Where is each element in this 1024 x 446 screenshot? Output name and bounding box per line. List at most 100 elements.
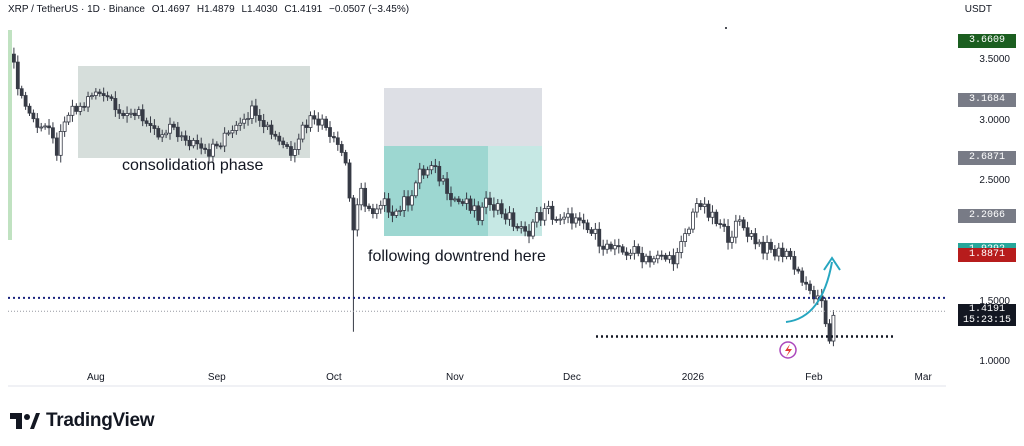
x-tick-label: 2026 bbox=[682, 372, 705, 383]
candle-body bbox=[823, 300, 828, 325]
currency-label[interactable]: USDT bbox=[964, 4, 992, 15]
candle-body bbox=[429, 165, 434, 171]
candle-body bbox=[242, 118, 247, 124]
candle-body bbox=[449, 193, 453, 201]
candle-body bbox=[191, 140, 196, 147]
candle-body bbox=[58, 131, 63, 156]
candle-body bbox=[47, 125, 51, 129]
left-volume-strip bbox=[8, 30, 12, 240]
candle-body bbox=[601, 245, 606, 250]
price-tag: 2.6871 bbox=[958, 151, 1016, 166]
candle-body bbox=[93, 91, 98, 96]
candle-body bbox=[296, 138, 301, 150]
candle-body bbox=[347, 162, 352, 199]
event-bolt-icon bbox=[785, 344, 792, 357]
candle-body bbox=[542, 208, 547, 221]
candle-body bbox=[515, 226, 520, 229]
candle-body bbox=[105, 95, 110, 98]
candle-body bbox=[441, 178, 446, 182]
candle-body bbox=[741, 219, 746, 229]
candle-body bbox=[577, 217, 582, 221]
candle-body bbox=[570, 213, 574, 224]
candle-body bbox=[788, 250, 793, 257]
low-value: L1.4030 bbox=[241, 4, 278, 15]
tradingview-logo[interactable]: TradingView bbox=[10, 410, 155, 432]
price-tag: 3.1684 bbox=[958, 93, 1016, 108]
candle-body bbox=[378, 204, 383, 210]
candle-body bbox=[54, 137, 59, 156]
candle-body bbox=[218, 145, 223, 148]
x-tick-label: Oct bbox=[326, 372, 342, 383]
consolidation-label: consolidation phase bbox=[122, 157, 264, 174]
candle-body bbox=[97, 91, 102, 94]
candle-body bbox=[527, 230, 531, 237]
candle-body bbox=[691, 211, 695, 230]
candle-body bbox=[406, 196, 410, 206]
y-tick-label: 3.5000 bbox=[979, 54, 1010, 66]
candle-body bbox=[417, 168, 422, 184]
candle-body bbox=[792, 256, 797, 270]
candle-body bbox=[476, 205, 481, 221]
target-box bbox=[384, 88, 542, 146]
candle-body bbox=[351, 197, 356, 231]
candle-body bbox=[562, 216, 567, 220]
candle-body bbox=[371, 208, 375, 215]
candle-body bbox=[316, 118, 321, 126]
symbol-name[interactable]: XRP / TetherUS · 1D · Binance bbox=[8, 4, 145, 15]
price-tag: 2.2066 bbox=[958, 209, 1016, 224]
candle-body bbox=[183, 135, 188, 141]
candle-body bbox=[488, 197, 492, 206]
candle-body bbox=[425, 169, 430, 176]
x-tick-label: Aug bbox=[87, 372, 105, 383]
candle-body bbox=[15, 61, 20, 90]
candle-body bbox=[175, 126, 180, 138]
bounce-arrow bbox=[785, 261, 833, 323]
price-tag: 1.8871 bbox=[958, 247, 1016, 262]
candle-body bbox=[281, 140, 286, 145]
candle-body bbox=[585, 222, 590, 231]
candle-body bbox=[367, 205, 371, 209]
candle-body bbox=[573, 217, 578, 224]
candle-body bbox=[152, 125, 157, 129]
candle-body bbox=[609, 243, 613, 250]
candle-body bbox=[628, 252, 633, 256]
candle-body bbox=[597, 228, 602, 247]
candle-body bbox=[644, 255, 648, 263]
candle-body bbox=[51, 127, 55, 139]
bounce-arrow-head bbox=[823, 256, 841, 271]
candle-body bbox=[156, 128, 161, 138]
candle-body bbox=[550, 205, 555, 220]
candle-body bbox=[706, 203, 711, 218]
candle-body bbox=[394, 210, 399, 216]
x-tick-label: Nov bbox=[446, 372, 464, 383]
candle-body bbox=[683, 233, 688, 242]
candle-body bbox=[62, 121, 67, 132]
candle-body bbox=[769, 241, 773, 250]
candle-body bbox=[757, 241, 762, 245]
candle-body bbox=[374, 208, 379, 215]
candle-body bbox=[39, 126, 44, 129]
candle-body bbox=[304, 124, 309, 128]
candle-body bbox=[285, 144, 289, 147]
candle-body bbox=[121, 112, 126, 117]
candle-body bbox=[605, 243, 609, 250]
candle-body bbox=[460, 201, 465, 204]
candle-body bbox=[663, 254, 668, 260]
candle-body bbox=[222, 132, 227, 147]
candle-body bbox=[35, 118, 40, 128]
candle-body bbox=[109, 96, 114, 99]
candle-body bbox=[784, 250, 789, 257]
candle-body bbox=[203, 147, 208, 150]
candle-body bbox=[398, 210, 403, 212]
candle-body bbox=[566, 213, 570, 218]
candle-body bbox=[519, 226, 524, 229]
candle-body bbox=[468, 198, 473, 211]
candle-body bbox=[745, 227, 750, 237]
event-marker-icon[interactable] bbox=[779, 341, 797, 359]
candle-body bbox=[558, 218, 563, 221]
close-value: C1.4191 bbox=[284, 4, 323, 15]
candle-body bbox=[113, 98, 118, 111]
candle-body bbox=[332, 136, 336, 139]
dot-marker bbox=[725, 27, 727, 29]
